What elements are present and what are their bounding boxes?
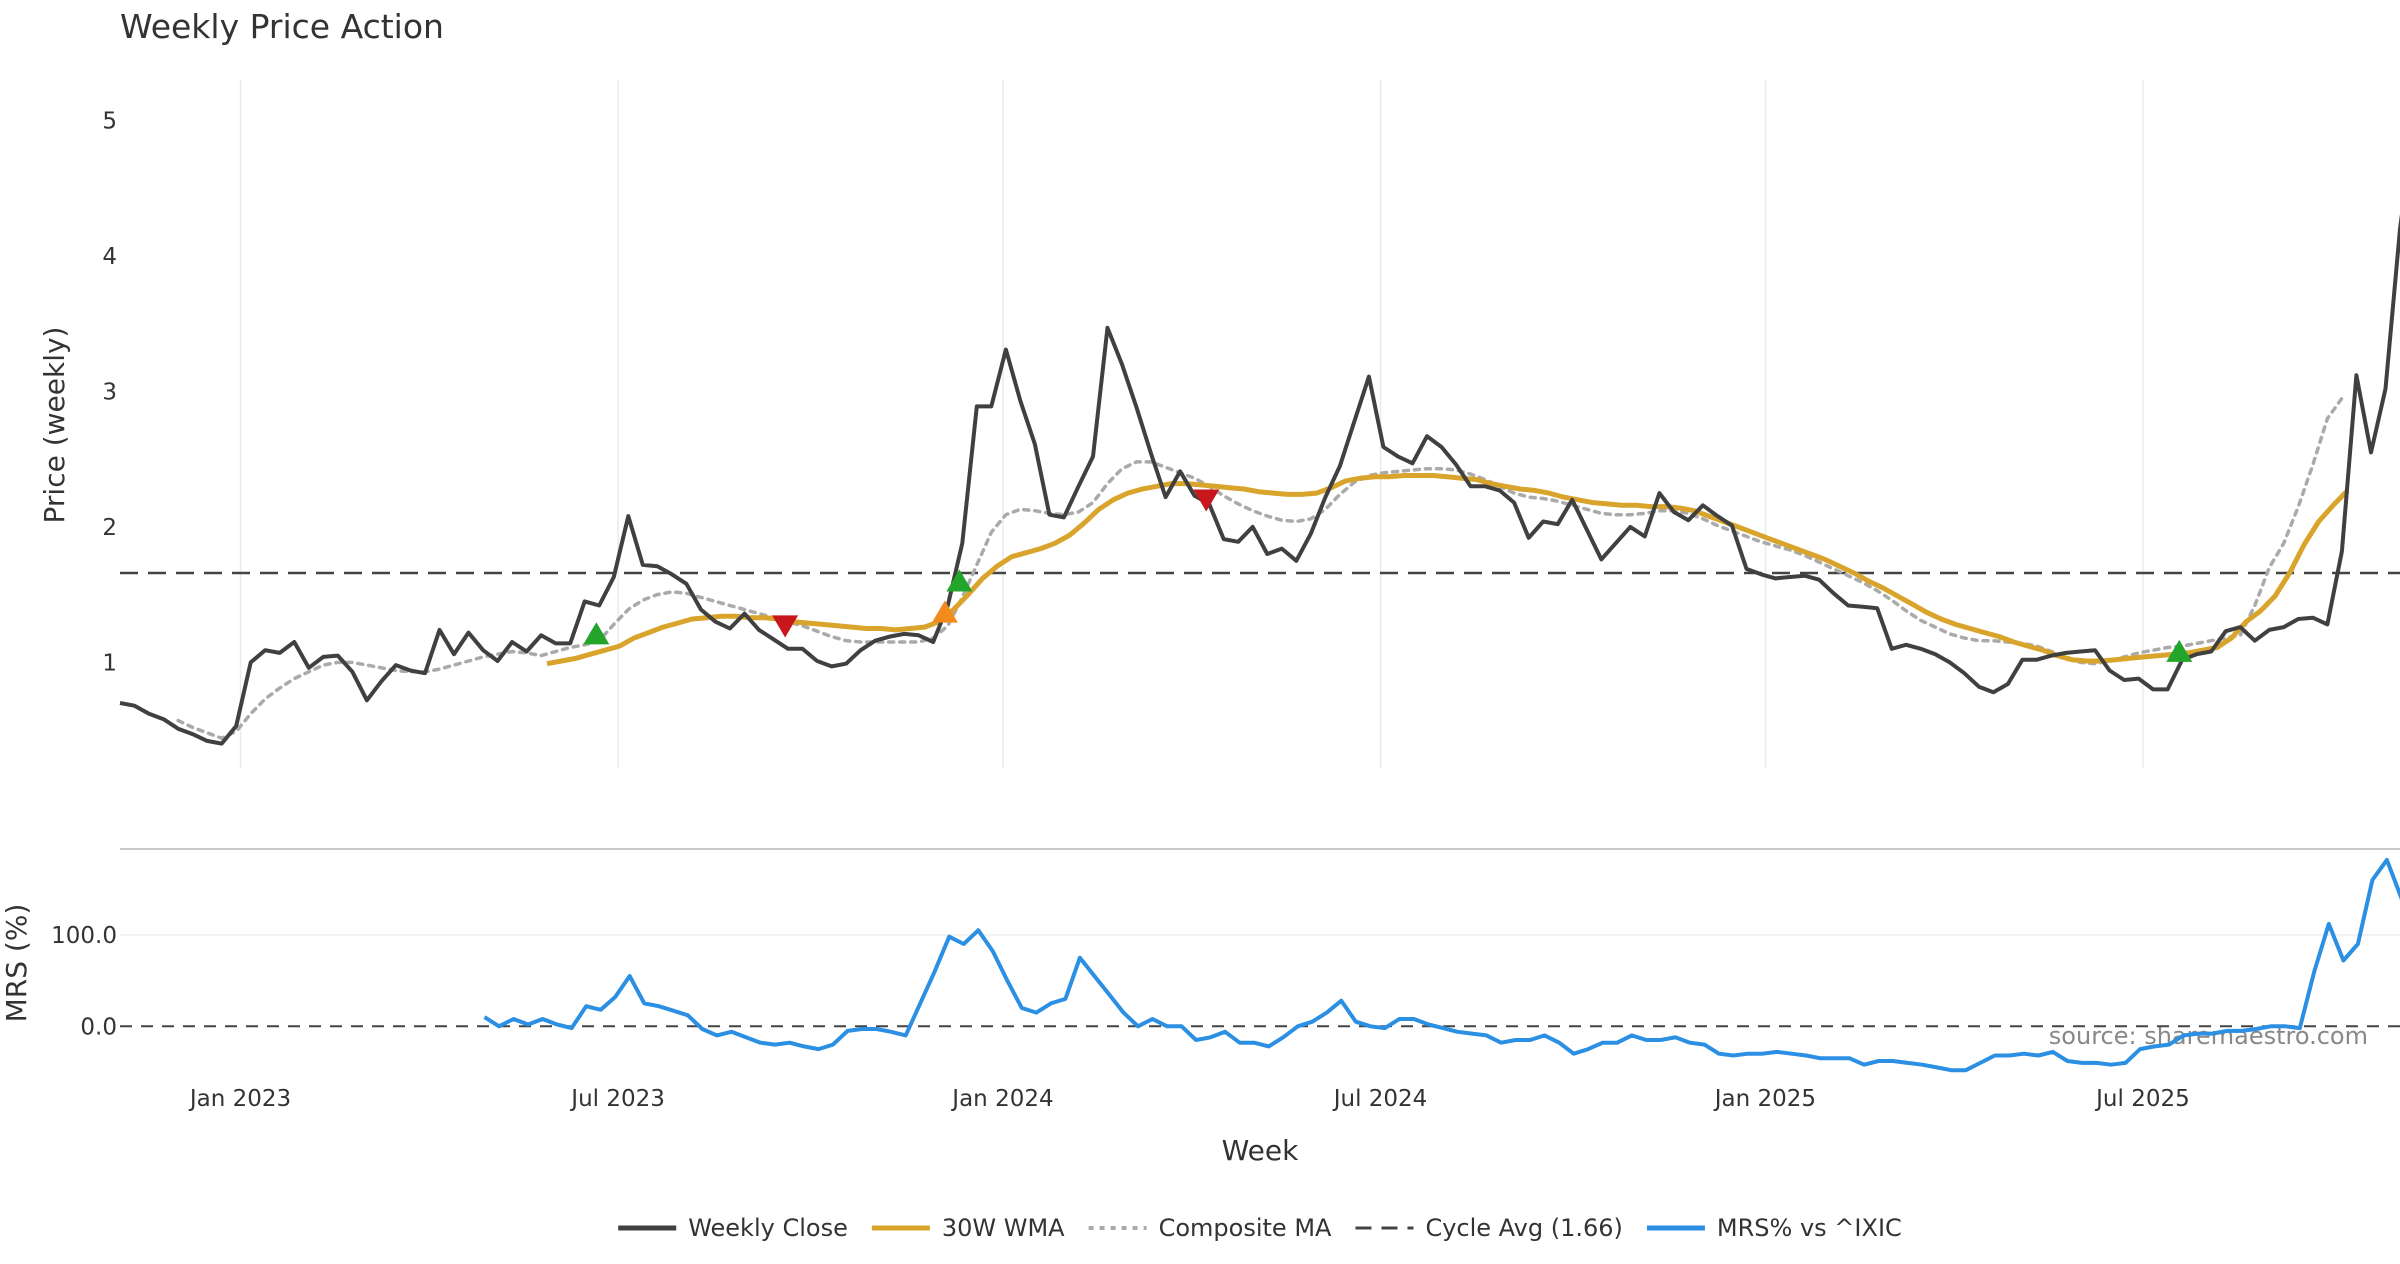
- x-tick-label: Jul 2023: [569, 1086, 665, 1112]
- signal-sell-marker: [772, 615, 798, 637]
- price-y-tick-label: 5: [102, 109, 117, 135]
- legend-label: MRS% vs ^IXIC: [1717, 1214, 1902, 1242]
- mrs-y-tick-label: 0.0: [80, 1014, 117, 1040]
- wma-30w-line: [547, 476, 2348, 664]
- price-y-tick-label: 4: [102, 244, 117, 270]
- mrs-axis-title: MRS (%): [0, 904, 33, 1023]
- x-tick-label: Jan 2024: [950, 1086, 1053, 1112]
- chart-title: Weekly Price Action: [120, 7, 444, 46]
- signal-sell-marker: [1193, 489, 1219, 511]
- x-tick-label: Jul 2024: [1332, 1086, 1428, 1112]
- x-axis-title: Week: [1222, 1134, 1299, 1167]
- legend-label: Composite MA: [1159, 1214, 1332, 1242]
- price-axis-title: Price (weekly): [38, 327, 71, 524]
- legend: Weekly Close 30W WMA Composite MA Cycle Avg…: [618, 1214, 1902, 1242]
- price-y-tick-label: 3: [102, 379, 117, 405]
- price-series-group: [120, 121, 2400, 744]
- legend-label: 30W WMA: [942, 1214, 1065, 1242]
- price-y-tick-label: 1: [102, 650, 117, 676]
- legend-label: Weekly Close: [688, 1214, 848, 1242]
- price-y-tick-label: 2: [102, 515, 117, 541]
- x-tick-label: Jan 2025: [1713, 1086, 1816, 1112]
- legend-label: Cycle Avg (1.66): [1425, 1214, 1622, 1242]
- plot-area: 1 2 3 4 5 0.0 100.0 Jan 2023 Jul 2023 Jan 2024 Jul…: [51, 80, 2400, 1112]
- x-tick-label: Jul 2025: [2094, 1086, 2190, 1112]
- weekly-close-line: [120, 121, 2400, 744]
- x-tick-label: Jan 2023: [188, 1086, 291, 1112]
- composite-ma-line: [178, 398, 2342, 738]
- mrs-y-tick-label: 100.0: [51, 923, 117, 949]
